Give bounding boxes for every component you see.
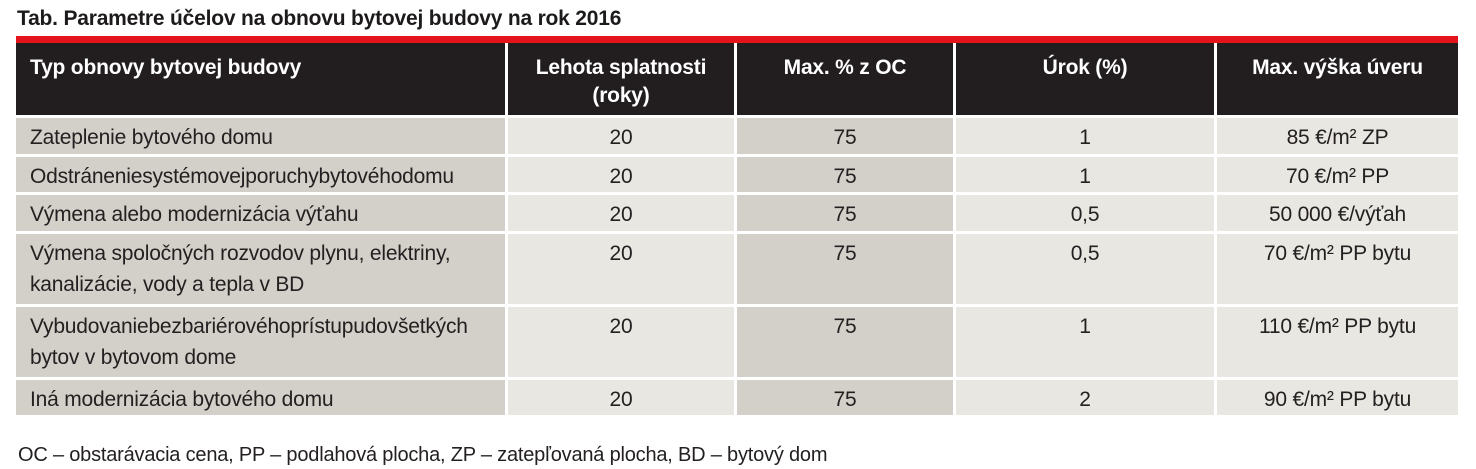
cell-lehota: 20	[508, 192, 737, 231]
cell-typ: Iná modernizácia bytového domu	[16, 376, 508, 415]
cell-max-oc: 75	[737, 153, 956, 192]
cell-max-vyska: 70 €/m² PP	[1217, 153, 1458, 192]
header-row: Typ obnovy bytovej budovy Lehota splatno…	[16, 43, 1458, 115]
table-caption: Tab. Parametre účelov na obnovu bytovej …	[17, 7, 622, 30]
cell-urok: 0,5	[956, 230, 1217, 304]
cell-lehota: 20	[508, 230, 737, 304]
cell-max-oc: 75	[737, 303, 956, 377]
cell-max-vyska: 70 €/m² PP bytu	[1217, 230, 1458, 304]
cell-max-oc: 75	[737, 192, 956, 231]
cell-urok: 2	[956, 376, 1217, 415]
col-header-typ-obnovy: Typ obnovy bytovej budovy	[16, 43, 508, 115]
cell-typ: Odstráneniesystémovejporuchybytovéhodomu	[16, 153, 508, 192]
cell-max-vyska: 85 €/m² ZP	[1217, 115, 1458, 154]
table-row: Vybudovaniebezbariérovéhoprístupudovšetk…	[16, 303, 1458, 377]
red-accent-bar	[16, 36, 1458, 43]
cell-max-vyska: 110 €/m² PP bytu	[1217, 303, 1458, 377]
legend-footnote: OC – obstarávacia cena, PP – podlahová p…	[18, 444, 828, 466]
table-row: Odstráneniesystémovejporuchybytovéhodomu…	[16, 153, 1458, 192]
cell-urok: 1	[956, 115, 1217, 154]
cell-max-oc: 75	[737, 115, 956, 154]
table-row: Zateplenie bytového domu 20 75 1 85 €/m²…	[16, 115, 1458, 154]
col-header-urok: Úrok (%)	[956, 43, 1217, 115]
cell-max-vyska: 90 €/m² PP bytu	[1217, 376, 1458, 415]
table-row: Výmena alebo modernizácia výťahu 20 75 0…	[16, 192, 1458, 231]
cell-max-oc: 75	[737, 230, 956, 304]
cell-lehota: 20	[508, 303, 737, 377]
cell-max-oc: 75	[737, 376, 956, 415]
table-row: Iná modernizácia bytového domu 20 75 2 9…	[16, 376, 1458, 415]
cell-lehota: 20	[508, 115, 737, 154]
col-header-max-vyska-uveru: Max. výška úveru	[1217, 43, 1458, 115]
cell-max-vyska: 50 000 €/výťah	[1217, 192, 1458, 231]
cell-urok: 1	[956, 153, 1217, 192]
col-header-lehota-splatnosti: Lehota splatnosti (roky)	[508, 43, 737, 115]
cell-typ: Zateplenie bytového domu	[16, 115, 508, 154]
cell-lehota: 20	[508, 153, 737, 192]
cell-typ: Výmena spoločných rozvodov plynu, elektr…	[16, 230, 508, 304]
cell-urok: 0,5	[956, 192, 1217, 231]
cell-typ: Vybudovaniebezbariérovéhoprístupudovšetk…	[16, 303, 508, 377]
cell-urok: 1	[956, 303, 1217, 377]
cell-lehota: 20	[508, 376, 737, 415]
col-header-max-percent-oc: Max. % z OC	[737, 43, 956, 115]
renovation-parameters-table: Typ obnovy bytovej budovy Lehota splatno…	[16, 43, 1458, 415]
table-row: Výmena spoločných rozvodov plynu, elektr…	[16, 230, 1458, 304]
cell-typ: Výmena alebo modernizácia výťahu	[16, 192, 508, 231]
